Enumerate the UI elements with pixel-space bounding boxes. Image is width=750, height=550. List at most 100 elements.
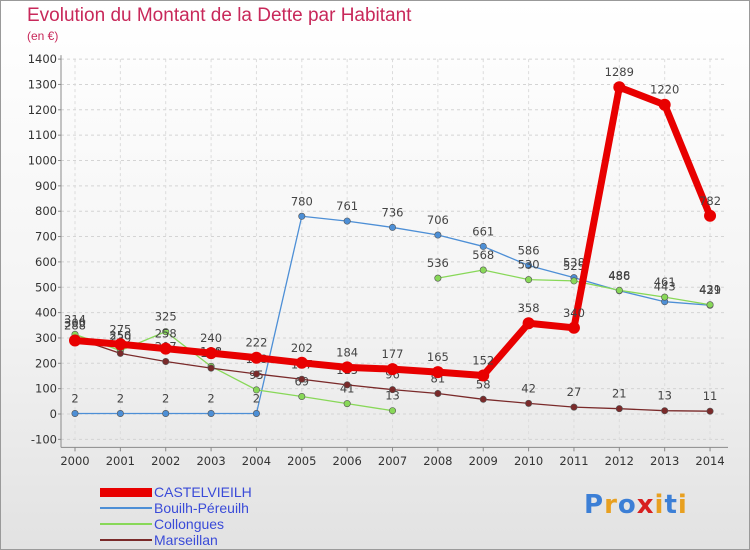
series-0-data-label: 165 — [427, 350, 449, 364]
series-2-point — [479, 266, 487, 274]
series-1-point — [252, 409, 260, 417]
series-2-data-label: 461 — [654, 275, 676, 289]
series-3-data-label: 11 — [703, 389, 718, 403]
x-tick-label: 2002 — [151, 454, 180, 468]
series-1-point — [479, 242, 487, 250]
series-2-point — [162, 328, 170, 336]
series-0-data-label: 177 — [382, 347, 404, 361]
series-1-data-label: 2 — [117, 391, 124, 405]
series-0-point — [431, 366, 444, 379]
series-1-data-label: 780 — [291, 194, 313, 208]
series-1-data-label: 2 — [71, 391, 78, 405]
y-tick-label: 300 — [35, 331, 57, 345]
series-1-point — [298, 212, 306, 220]
y-tick-label: -100 — [31, 432, 57, 446]
series-3-point — [434, 389, 442, 397]
series-2-point — [661, 293, 669, 301]
legend-label: Collongues — [154, 516, 225, 532]
series-3-point — [116, 349, 124, 357]
series-0-data-label: 1220 — [650, 83, 679, 97]
x-tick-label: 2003 — [196, 454, 225, 468]
y-tick-label: 400 — [35, 306, 57, 320]
series-1-point — [162, 409, 170, 417]
series-0-data-label: 152 — [472, 353, 494, 367]
series-0-data-label: 240 — [200, 331, 222, 345]
logo-letter: i — [677, 490, 688, 520]
y-tick-label: 200 — [35, 356, 57, 370]
legend-swatch — [100, 507, 152, 509]
y-tick-label: 700 — [35, 230, 57, 244]
series-0-point — [69, 334, 81, 347]
series-1-data-label: 2 — [162, 391, 169, 405]
x-tick-label: 2011 — [559, 454, 588, 468]
series-3-data-label: 27 — [567, 385, 582, 399]
series-3-point — [615, 405, 623, 413]
y-tick-label: 100 — [35, 382, 57, 396]
x-tick-label: 2014 — [695, 454, 724, 468]
series-1-data-label: 443 — [654, 280, 676, 294]
series-0-data-label: 340 — [563, 306, 585, 320]
y-tick-label: 600 — [35, 255, 57, 269]
series-1-point — [71, 409, 79, 417]
series-0-data-label: 222 — [245, 336, 267, 350]
series-0-point — [205, 347, 218, 360]
series-2-point — [615, 286, 623, 294]
y-tick-label: 1100 — [28, 128, 57, 142]
series-1-data-label: 761 — [336, 199, 358, 213]
y-tick-label: 1400 — [28, 52, 57, 66]
x-tick-label: 2005 — [287, 454, 316, 468]
series-1-point — [116, 409, 124, 417]
series-2-data-label: 250 — [109, 329, 131, 343]
series-0-point — [341, 361, 354, 374]
series-0-point — [386, 363, 399, 376]
logo-letter: o — [617, 490, 637, 520]
series-3-point — [706, 407, 714, 415]
series-3-point — [162, 358, 170, 366]
series-2-data-label: 314 — [64, 312, 86, 326]
legend-label: Bouilh-Péreuilh — [154, 500, 249, 516]
legend-swatch — [100, 523, 152, 525]
series-2-point — [434, 274, 442, 282]
series-3-point — [207, 364, 215, 372]
series-2-point — [706, 301, 714, 309]
series-1-data-label: 2 — [207, 391, 214, 405]
series-3-point — [389, 386, 397, 394]
x-tick-label: 2007 — [378, 454, 407, 468]
x-tick-label: 2004 — [242, 454, 271, 468]
series-2-data-label: 488 — [608, 268, 630, 282]
series-1-point — [207, 409, 215, 417]
series-2-data-label: 568 — [472, 248, 494, 262]
series-0-point — [613, 81, 626, 94]
series-0-point — [159, 342, 172, 355]
series-3-data-label: 13 — [657, 389, 672, 403]
series-3-data-label: 58 — [476, 377, 491, 391]
series-0-point — [477, 369, 490, 382]
series-0-data-label: 202 — [291, 341, 313, 355]
series-1-data-label: 586 — [518, 243, 540, 257]
series-2-data-label: 13 — [385, 389, 400, 403]
series-3-point — [525, 399, 533, 407]
legend-swatch — [100, 487, 152, 497]
series-0-data-label: 258 — [155, 327, 177, 341]
y-tick-label: 900 — [35, 179, 57, 193]
series-3-data-label: 300 — [64, 316, 86, 330]
series-3-point — [252, 370, 260, 378]
series-2-data-label: 536 — [427, 256, 449, 270]
chart-unit: (en €) — [27, 29, 59, 43]
series-3-point — [570, 403, 578, 411]
series-2-point — [570, 277, 578, 285]
chart-title: Evolution du Montant de la Dette par Hab… — [27, 5, 412, 26]
series-0-data-label: 782 — [699, 194, 721, 208]
y-tick-label: 1300 — [28, 77, 57, 91]
series-0-data-label: 184 — [336, 345, 358, 359]
x-tick-label: 2012 — [605, 454, 634, 468]
series-1-data-label: 661 — [472, 224, 494, 238]
series-0-point — [658, 98, 671, 111]
series-0-point — [114, 338, 127, 351]
series-1-data-label: 706 — [427, 213, 449, 227]
y-tick-label: 500 — [35, 280, 57, 294]
x-tick-label: 2008 — [423, 454, 452, 468]
series-2-point — [252, 386, 260, 394]
series-0-point — [704, 209, 717, 222]
